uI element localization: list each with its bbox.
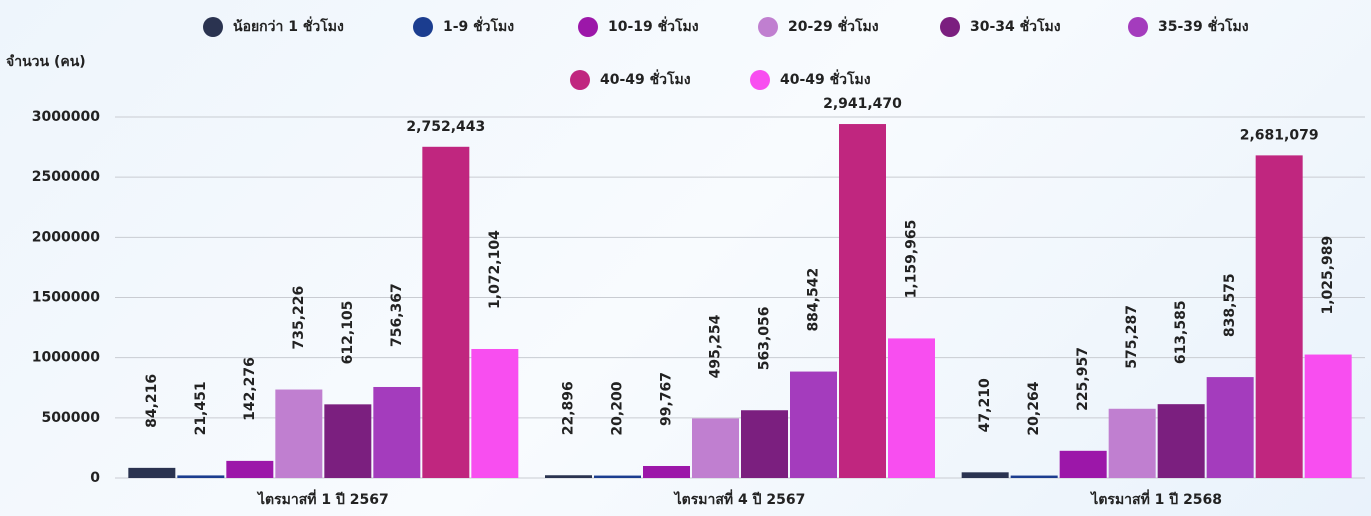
bar <box>790 371 837 478</box>
x-tick-label: ไตรมาสที่ 1 ปี 2567 <box>256 489 389 508</box>
value-label: 563,056 <box>757 306 773 370</box>
value-label: 756,367 <box>389 283 405 347</box>
legend-label: 40-49 ชั่วโมง <box>600 69 691 88</box>
bar <box>275 389 323 478</box>
y-axis-label: จำนวน (คน) <box>6 54 86 70</box>
legend-label: 35-39 ชั่วโมง <box>1158 16 1249 35</box>
bar <box>839 124 886 478</box>
value-label: 838,575 <box>1222 273 1238 337</box>
y-tick-label: 3000000 <box>32 109 100 125</box>
legend-marker <box>203 17 223 37</box>
value-label: 225,957 <box>1075 347 1091 411</box>
y-tick-label: 1500000 <box>32 290 100 306</box>
bar <box>471 348 519 478</box>
bar <box>961 472 1009 478</box>
y-tick-label: 1000000 <box>32 350 100 366</box>
bar <box>324 404 372 478</box>
legend-label: น้อยกว่า 1 ชั่วโมง <box>233 16 344 35</box>
y-tick-label: 2000000 <box>32 229 100 245</box>
value-label: 2,681,079 <box>1240 127 1319 143</box>
value-label: 2,941,470 <box>823 96 902 112</box>
legend-label: 40-49 ชั่วโมง <box>780 69 871 88</box>
value-label: 2,752,443 <box>406 119 485 135</box>
value-label: 99,767 <box>659 372 675 426</box>
bar <box>226 460 274 478</box>
value-label: 84,216 <box>144 374 160 428</box>
bar <box>594 475 641 478</box>
bar <box>1206 377 1254 478</box>
bar <box>1059 450 1107 478</box>
bar <box>643 465 690 478</box>
legend-marker <box>1128 17 1148 37</box>
legend-marker <box>940 17 960 37</box>
value-label: 20,200 <box>610 381 626 435</box>
bar <box>1010 475 1058 478</box>
bar <box>1157 404 1205 478</box>
value-label: 884,542 <box>806 268 822 332</box>
value-label: 495,254 <box>708 314 724 378</box>
bar <box>1304 354 1352 478</box>
x-tick-label: ไตรมาสที่ 1 ปี 2568 <box>1089 489 1222 508</box>
bar <box>422 146 470 478</box>
y-tick-label: 2500000 <box>32 169 100 185</box>
legend-marker <box>758 17 778 37</box>
value-label: 735,226 <box>291 286 307 350</box>
value-label: 142,276 <box>242 357 258 421</box>
value-label: 22,896 <box>561 381 577 435</box>
legend-marker <box>750 70 770 90</box>
legend-marker <box>570 70 590 90</box>
value-label: 1,072,104 <box>487 230 503 309</box>
bar <box>177 475 225 478</box>
legend-label: 1-9 ชั่วโมง <box>443 16 514 35</box>
value-label: 1,025,989 <box>1320 236 1336 315</box>
bar <box>128 467 176 478</box>
bar <box>692 418 739 478</box>
y-tick-label: 500000 <box>42 410 101 426</box>
value-label: 613,585 <box>1173 300 1189 364</box>
legend-label: 10-19 ชั่วโมง <box>608 16 699 35</box>
bar <box>1108 408 1156 478</box>
x-tick-label: ไตรมาสที่ 4 ปี 2567 <box>673 489 806 508</box>
y-tick-label: 0 <box>90 470 100 486</box>
value-label: 47,210 <box>977 378 993 432</box>
legend-label: 20-29 ชั่วโมง <box>788 16 879 35</box>
bar <box>1255 155 1303 478</box>
value-label: 612,105 <box>340 301 356 365</box>
value-label: 1,159,965 <box>904 220 920 299</box>
value-label: 575,287 <box>1124 305 1140 369</box>
value-label: 21,451 <box>193 381 209 435</box>
legend-marker <box>413 17 433 37</box>
legend-marker <box>578 17 598 37</box>
bar <box>888 338 935 478</box>
bar <box>545 475 592 478</box>
bar <box>373 386 421 478</box>
value-label: 20,264 <box>1026 381 1042 435</box>
legend-label: 30-34 ชั่วโมง <box>970 16 1061 35</box>
bar <box>741 410 788 478</box>
